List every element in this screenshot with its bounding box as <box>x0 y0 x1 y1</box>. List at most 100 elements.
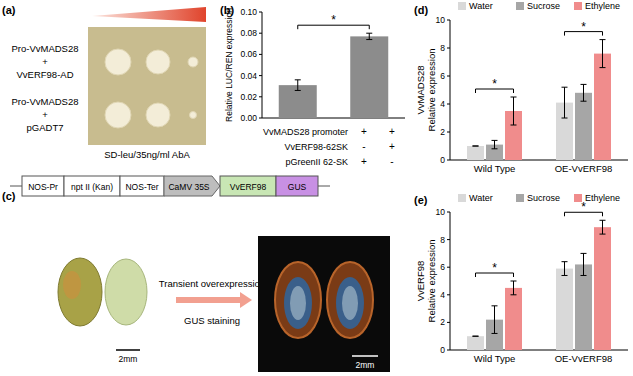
error-bar <box>581 84 587 101</box>
error-cap <box>581 101 587 102</box>
condition-mark: - <box>362 141 365 152</box>
y-tick <box>447 239 450 240</box>
y-tick <box>447 267 450 268</box>
significance-label: * <box>331 13 336 27</box>
legend-swatch <box>516 2 524 10</box>
construct-box <box>120 176 164 196</box>
legend-label: Water <box>469 193 493 203</box>
error-bar <box>295 80 301 91</box>
row-label: + <box>42 109 48 120</box>
axis-label: VvMADS28 <box>415 65 426 114</box>
y-tick <box>447 76 450 77</box>
error-cap <box>600 39 606 40</box>
y-tick-label: 6 <box>440 262 445 272</box>
scale-bar <box>352 355 378 357</box>
construct-box <box>276 176 318 196</box>
condition-mark: + <box>389 141 395 152</box>
error-cap <box>600 67 606 68</box>
arrow-label: Transient overexpression <box>159 278 265 289</box>
legend-swatch <box>574 2 582 10</box>
yeast-spot <box>190 112 197 119</box>
marks <box>467 220 611 350</box>
marks <box>467 40 611 160</box>
y-tick-label: 2 <box>440 127 445 137</box>
bar-chart: (e)VvERF98Relative expression0246810Wild… <box>414 193 628 364</box>
error-stem <box>513 281 514 295</box>
yeast-spot <box>146 50 170 74</box>
y-axis <box>262 12 263 118</box>
photo-background <box>258 236 390 372</box>
error-cap <box>511 294 517 295</box>
condition-mark: + <box>361 156 367 167</box>
yeast-spot <box>105 102 131 128</box>
bar <box>350 36 388 118</box>
construct-box <box>220 176 276 196</box>
legend-label: Sucrose <box>527 193 560 203</box>
y-tick-label: 0 <box>440 155 445 165</box>
y-tick-label: 10 <box>436 207 446 217</box>
error-cap <box>295 79 301 80</box>
error-cap <box>492 333 498 334</box>
stained-seed <box>327 262 373 338</box>
y-tick-label: 8 <box>440 43 445 53</box>
error-cap <box>473 146 479 147</box>
y-tick <box>259 54 262 55</box>
error-bar <box>473 146 479 147</box>
error-cap <box>473 146 479 147</box>
axis-label: Relative expression <box>426 49 437 132</box>
y-tick <box>447 350 450 351</box>
bar-chart: (d)VvMADS28Relative expression0246810Wil… <box>414 1 628 174</box>
error-cap <box>366 39 372 40</box>
legend-label: Ethylene <box>585 1 620 11</box>
row-label: Pro-VvMADS28 <box>11 43 78 54</box>
category-label: OE-VvERF98 <box>555 163 613 174</box>
y-tick <box>447 48 450 49</box>
y-tick-label: 0.10 <box>240 7 257 17</box>
legend-swatch <box>574 194 582 202</box>
error-cap <box>562 87 568 88</box>
axis-label: Relative expression <box>426 240 437 323</box>
scale-label: 2mm <box>356 360 375 370</box>
bar <box>575 264 592 350</box>
error-stem <box>513 97 514 125</box>
error-cap <box>562 275 568 276</box>
error-stem <box>602 220 603 234</box>
error-stem <box>494 140 495 148</box>
endosperm <box>342 286 358 320</box>
seed-highlight <box>63 271 81 299</box>
error-cap <box>492 305 498 306</box>
construct-label: NOS-Ter <box>125 182 158 192</box>
condition-mark: - <box>390 156 393 167</box>
seed <box>105 259 147 325</box>
bar <box>279 85 317 118</box>
category-label: Wild Type <box>474 353 516 364</box>
y-tick <box>447 212 450 213</box>
error-stem <box>297 80 298 91</box>
arrow-label: GUS staining <box>184 315 240 326</box>
error-bar <box>511 281 517 295</box>
error-bar <box>473 336 479 337</box>
bar <box>467 146 484 160</box>
row-label: + <box>42 56 48 67</box>
error-stem <box>583 253 584 275</box>
y-axis <box>450 212 451 350</box>
y-tick <box>447 160 450 161</box>
construct-label: npt II (Kan) <box>71 182 113 192</box>
y-tick <box>447 104 450 105</box>
axis-label: Relative LUC/REN expression <box>224 8 234 122</box>
y-tick-label: 0.06 <box>240 49 257 59</box>
row-label: VvERF98-AD <box>16 69 73 80</box>
error-bar <box>492 306 498 334</box>
process-arrow <box>176 292 252 308</box>
condition-label: pGreenII 62-SK <box>285 157 348 167</box>
error-cap <box>492 148 498 149</box>
gus-stain <box>336 277 364 329</box>
error-stem <box>369 33 370 39</box>
panel-label: (d) <box>414 4 428 16</box>
error-cap <box>600 220 606 221</box>
error-cap <box>473 336 479 337</box>
yeast-spot <box>146 103 170 127</box>
error-cap <box>581 275 587 276</box>
bar <box>594 227 611 350</box>
significance-label: * <box>492 77 497 91</box>
